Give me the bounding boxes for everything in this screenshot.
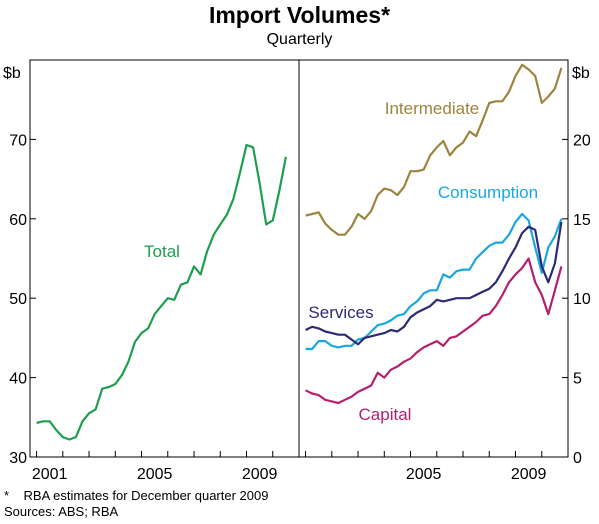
right-y-tick-label: 10 bbox=[573, 291, 591, 308]
series-lines bbox=[36, 63, 563, 441]
series-label-total: Total bbox=[144, 242, 180, 261]
series-line-total bbox=[36, 143, 287, 441]
chart-subtitle: Quarterly bbox=[266, 31, 333, 48]
tick-labels: 30 40 50 60 70 0 5 10 15 20 $b $b 2001 2005 2009 2005 20… bbox=[3, 65, 591, 483]
series-line-intermediate bbox=[305, 63, 563, 236]
footnote-mark: * bbox=[4, 488, 10, 503]
right-unit-label: $b bbox=[572, 65, 590, 82]
left-y-tick-label: 30 bbox=[9, 450, 27, 467]
footnotes: * RBA estimates for December quarter 200… bbox=[4, 488, 268, 520]
plot-frame bbox=[29, 59, 569, 458]
right-x-tick-label: 2009 bbox=[511, 466, 547, 483]
series-line-consumption bbox=[305, 212, 563, 351]
left-y-tick-label: 50 bbox=[9, 291, 27, 308]
series-line-capital bbox=[305, 257, 563, 405]
footnote-line: * RBA estimates for December quarter 200… bbox=[4, 488, 268, 504]
right-y-tick-label: 0 bbox=[573, 450, 582, 467]
series-label-services: Services bbox=[308, 303, 373, 322]
left-x-tick-label: 2001 bbox=[32, 466, 68, 483]
footnote-text: RBA estimates for December quarter 2009 bbox=[23, 488, 269, 503]
series-label-intermediate: Intermediate bbox=[385, 99, 480, 118]
chart-title: Import Volumes* bbox=[208, 2, 391, 28]
right-x-tick-label: 2005 bbox=[406, 466, 442, 483]
left-x-tick-label: 2005 bbox=[137, 466, 173, 483]
left-y-tick-label: 70 bbox=[9, 132, 27, 149]
series-label-consumption: Consumption bbox=[438, 183, 538, 202]
right-y-tick-label: 5 bbox=[573, 371, 582, 388]
right-y-tick-label: 15 bbox=[573, 212, 591, 229]
right-y-tick-label: 20 bbox=[573, 132, 591, 149]
series-labels: Total Intermediate Consumption Services Capi… bbox=[144, 99, 538, 424]
series-line-services bbox=[305, 221, 563, 346]
left-x-tick-label: 2009 bbox=[242, 466, 278, 483]
sources-line: Sources: ABS; RBA bbox=[4, 504, 119, 519]
left-y-tick-label: 40 bbox=[9, 371, 27, 388]
left-y-tick-label: 60 bbox=[9, 212, 27, 229]
series-label-capital: Capital bbox=[359, 405, 412, 424]
left-unit-label: $b bbox=[3, 65, 21, 82]
